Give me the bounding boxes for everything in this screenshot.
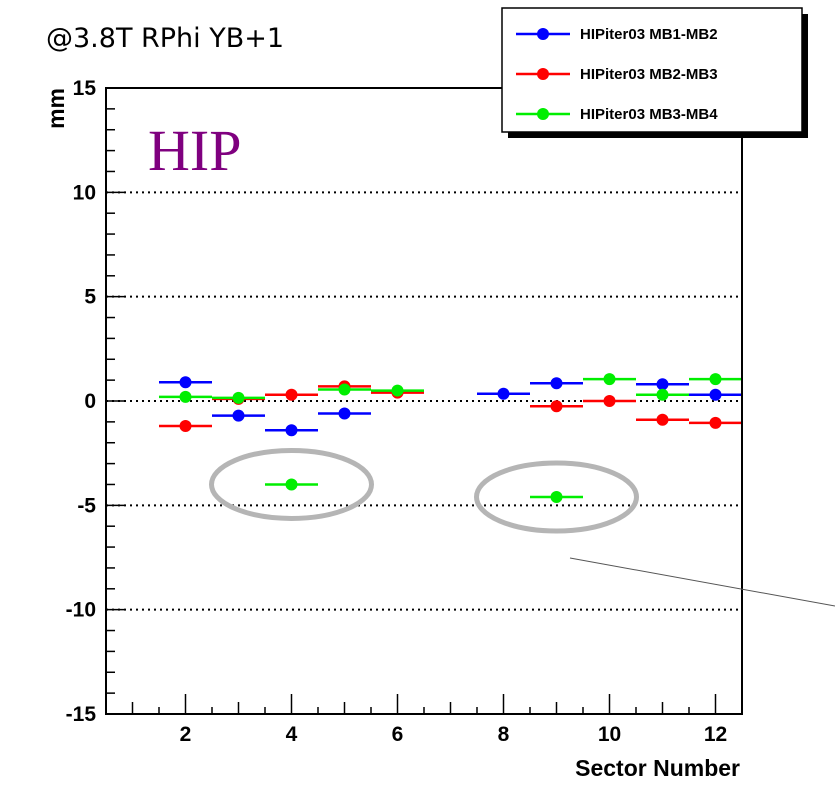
highlight-ellipse — [474, 460, 639, 534]
data-point — [285, 478, 298, 491]
x-tick-label: 2 — [180, 723, 192, 746]
data-point — [656, 378, 669, 391]
series-1 — [159, 376, 742, 437]
y-tick-label: 10 — [73, 181, 96, 204]
data-point — [497, 387, 510, 400]
x-tick-label: 10 — [598, 723, 621, 746]
chart-title: @3.8T RPhi YB+1 — [46, 23, 284, 54]
x-tick-label: 6 — [392, 723, 404, 746]
annotation-hip: HIP — [148, 118, 241, 183]
axes: -15 -10 -5 0 5 10 15 2 4 6 8 10 12 — [66, 77, 743, 746]
legend: HIPiter03 MB1-MB2 HIPiter03 MB2-MB3 HIPite… — [501, 7, 808, 138]
y-tick-label: -15 — [66, 703, 97, 726]
data-point — [656, 413, 669, 426]
y-tick-label: -5 — [77, 494, 96, 517]
series-3 — [159, 373, 742, 503]
y-axis-label: mm — [43, 88, 69, 129]
data-point — [285, 388, 298, 401]
legend-label: HIPiter03 MB1-MB2 — [580, 26, 718, 43]
grid-lines — [106, 191, 742, 611]
legend-swatch-marker — [537, 68, 549, 80]
x-tick-label: 8 — [498, 723, 510, 746]
x-tick-label: 12 — [704, 723, 727, 746]
highlight-ellipse — [209, 447, 374, 521]
data-point — [338, 383, 351, 396]
data-point — [285, 424, 298, 437]
data-point — [709, 373, 722, 386]
data-point — [550, 400, 563, 413]
x-axis-label: Sector Number — [575, 755, 740, 781]
pointer-line — [569, 557, 835, 607]
y-tick-label: 15 — [73, 77, 97, 100]
legend-swatch-marker — [537, 28, 549, 40]
data-point — [179, 376, 192, 389]
data-point — [338, 407, 351, 420]
data-point — [603, 395, 616, 407]
data-point — [709, 388, 722, 401]
y-tick-label: 5 — [84, 286, 96, 309]
x-tick-label: 4 — [286, 723, 298, 746]
data-point — [232, 409, 245, 422]
data-point — [603, 373, 616, 386]
legend-swatch-marker — [537, 108, 549, 120]
series-2 — [159, 380, 742, 433]
highlight-group — [209, 447, 639, 534]
legend-label: HIPiter03 MB3-MB4 — [580, 106, 718, 123]
data-point — [391, 384, 404, 397]
y-tick-label: 0 — [84, 390, 96, 413]
data-point — [656, 388, 669, 401]
data-point — [232, 391, 245, 404]
y-tick-label: -10 — [66, 599, 96, 622]
data-point — [550, 377, 563, 390]
data-point — [179, 390, 192, 403]
data-point — [709, 416, 722, 429]
data-point — [550, 490, 563, 503]
legend-box — [501, 7, 803, 133]
data-point — [179, 420, 192, 433]
data-marks — [159, 373, 742, 503]
legend-label: HIPiter03 MB2-MB3 — [580, 66, 718, 83]
